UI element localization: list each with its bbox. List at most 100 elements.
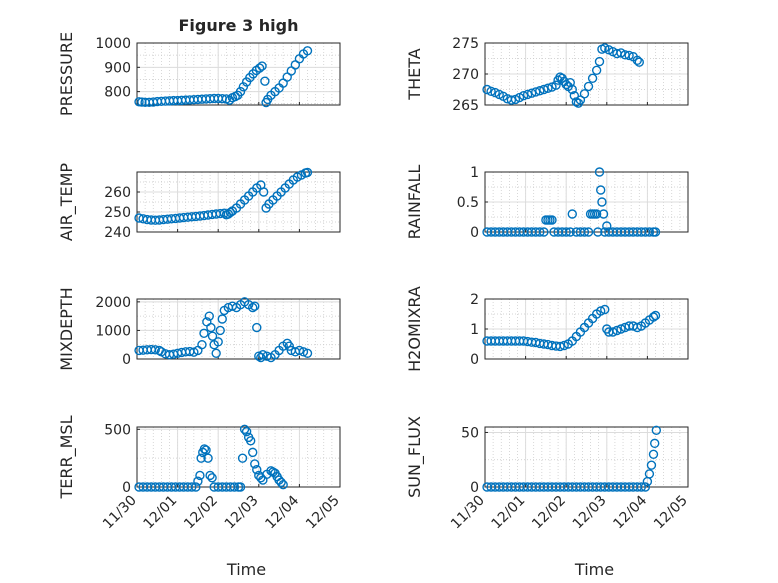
data-point (257, 61, 267, 71)
y-tick-label: 275 (452, 36, 479, 52)
y-axis-label: TERR_MSL (57, 415, 77, 499)
axis-frame (136, 42, 341, 106)
x-tick-label: 12/03 (570, 493, 610, 533)
data-point (598, 209, 609, 219)
data-point (567, 84, 577, 95)
data-point (278, 479, 288, 490)
data-point (250, 301, 260, 311)
data-point (602, 221, 612, 231)
data-point (506, 95, 517, 105)
x-tick-label: 12/02 (181, 493, 221, 533)
data-point (608, 327, 618, 337)
data-point (204, 311, 214, 321)
panel-h2omixra: 0 1 2 H2OMIXRA (405, 286, 689, 372)
y-tick-label: 50 (461, 425, 479, 441)
y-tick-label: 1000 (95, 323, 131, 339)
data-point (547, 215, 557, 225)
data-point (258, 187, 269, 197)
data-point (302, 348, 313, 358)
y-axis-label: AIR_TEMP (57, 163, 77, 241)
x-tick-label: 12/02 (529, 493, 569, 533)
data-point (559, 340, 569, 351)
x-axis-label: Time (226, 560, 266, 579)
data-point (245, 436, 256, 446)
x-tick-label: 12/04 (262, 492, 302, 532)
data-point (591, 65, 602, 75)
x-tick-label: 11/30 (100, 493, 140, 533)
data-point (229, 482, 240, 492)
data-point (252, 464, 262, 475)
data-point (583, 227, 594, 237)
data-point (150, 345, 160, 355)
data-point (646, 460, 657, 470)
data-point (596, 306, 606, 316)
data-point (250, 459, 260, 469)
x-tick-label: 12/01 (489, 493, 529, 533)
y-tick-label: 0 (122, 480, 131, 496)
data-point (565, 227, 575, 237)
data-point (215, 325, 225, 336)
data-point (612, 325, 622, 336)
y-tick-label: 2 (470, 292, 479, 308)
data-point (650, 438, 660, 449)
plot-area (484, 426, 689, 488)
y-tick-label: 1 (470, 322, 479, 338)
data-point (284, 341, 294, 351)
data-point (203, 453, 213, 463)
y-axis-label: SUN_FLUX (405, 416, 425, 498)
x-tick-label: 11/30 (448, 493, 488, 533)
panel-theta: 265 270 275 THETA (405, 36, 689, 114)
data-point (211, 348, 221, 358)
data-point (191, 482, 201, 492)
y-tick-label: 270 (452, 67, 479, 83)
x-tick-label: 12/05 (651, 493, 691, 533)
data-point (650, 227, 661, 237)
y-tick-label: 0 (470, 352, 479, 368)
data-point (594, 56, 605, 67)
data-point (213, 337, 223, 347)
data-point (640, 482, 651, 492)
axis-frame (136, 298, 341, 360)
data-point (644, 469, 655, 479)
data-point (632, 322, 642, 333)
y-axis-label: THETA (405, 48, 424, 100)
data-point (207, 473, 217, 483)
data-point (594, 167, 605, 177)
data-point (248, 447, 258, 458)
y-axis-label: RAINFALL (405, 165, 424, 240)
data-point (632, 55, 642, 66)
data-point (256, 352, 266, 363)
data-point (298, 347, 309, 357)
data-point (650, 310, 661, 321)
data-point (522, 89, 533, 100)
data-point (526, 88, 537, 98)
data-point (199, 444, 210, 454)
data-point (205, 470, 215, 481)
data-point (258, 350, 268, 360)
axis-frame (484, 426, 689, 488)
y-tick-label: 0 (470, 480, 479, 496)
y-tick-label: 900 (104, 60, 131, 76)
y-tick-label: 500 (104, 422, 131, 438)
axis-frame (136, 171, 341, 233)
x-tick-label: 12/04 (610, 492, 650, 532)
data-point (302, 46, 313, 56)
data-point (302, 167, 313, 178)
data-point (579, 227, 590, 237)
data-point (187, 482, 197, 492)
x-tick-label: 12/05 (303, 493, 343, 533)
data-point (616, 324, 626, 334)
data-point (597, 197, 607, 207)
data-point (252, 322, 262, 333)
data-point (199, 328, 209, 338)
data-point (561, 227, 571, 237)
y-tick-label: 0.5 (457, 195, 479, 211)
y-tick-label: 2000 (95, 295, 131, 311)
data-point (486, 86, 496, 97)
data-point (555, 341, 565, 352)
y-tick-label: 260 (104, 185, 131, 201)
data-point (197, 340, 207, 350)
data-point (551, 80, 561, 90)
data-point (254, 63, 265, 73)
